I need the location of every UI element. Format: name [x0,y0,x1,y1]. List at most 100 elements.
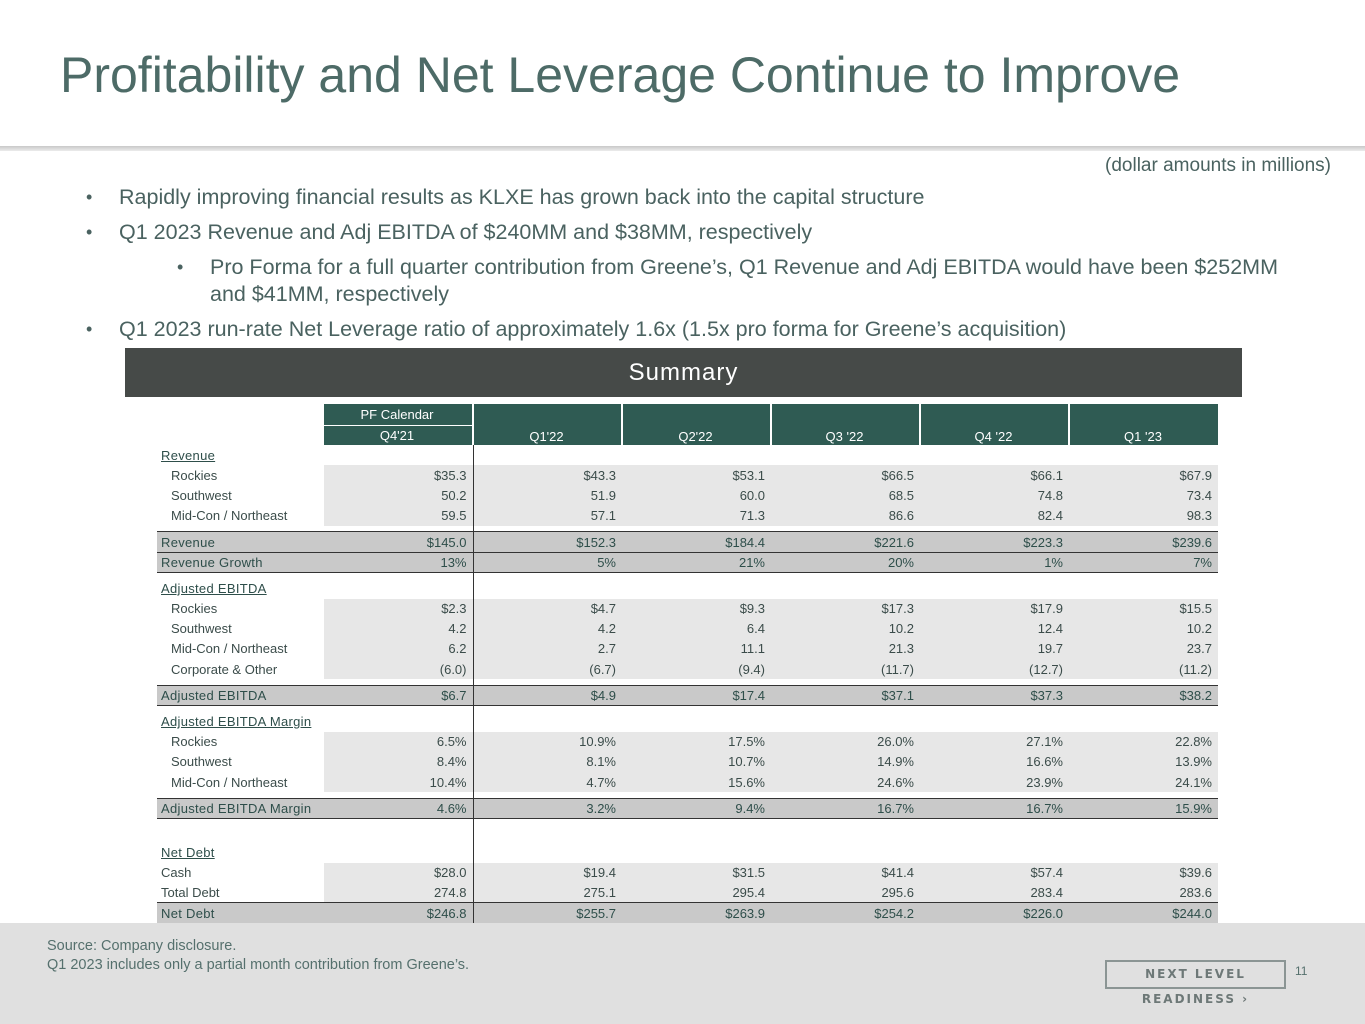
table-cell: $66.1 [920,465,1069,486]
table-cell: $17.4 [622,684,771,706]
bullet-item: • Q1 2023 Revenue and Adj EBITDA of $240… [86,219,1286,246]
table-cell [1069,578,1218,598]
section-title: Revenue [161,447,216,463]
table-cell: $6.7 [324,684,474,706]
table-cell: $43.3 [473,465,622,486]
bullet-text: Q1 2023 run-rate Net Leverage ratio of a… [119,317,1067,341]
table-row: Mid-Con / Northeast 59.5 57.1 71.3 86.6 82.4 9… [157,505,1218,526]
table-cell: $2.3 [324,598,474,619]
table-cell: $184.4 [622,531,771,553]
table-cell: $239.6 [1069,531,1218,553]
total-row: Adjusted EBITDA $6.7 $4.9 $17.4 $37.1 $37.3 $3… [157,684,1218,706]
table-cell: 7% [1069,551,1218,573]
total-row: Net Debt $246.8 $255.7 $263.9 $254.2 $226.0 $2… [157,902,1218,924]
table-cell: 23.7 [1069,638,1218,660]
table-cell: 23.9% [920,772,1069,793]
table-cell: 51.9 [473,485,622,506]
table-cell: 8.1% [473,751,622,772]
table-cell: (9.4) [622,659,771,680]
table-cell: 57.1 [473,505,622,526]
table-cell [473,842,622,862]
table-cell [622,578,771,598]
spacer-row [157,525,1218,532]
table-cell: 98.3 [1069,505,1218,526]
table-cell [622,711,771,731]
table-cell [622,842,771,862]
table-cell: 16.7% [920,797,1069,819]
table-cell: 8.4% [324,751,474,772]
bullet-symbol: • [86,222,93,242]
row-label: Rockies [171,734,218,750]
table-cell: $145.0 [324,531,474,553]
table-cell: 15.6% [622,772,771,793]
table-cell: 73.4 [1069,485,1218,506]
row-label: Mid-Con / Northeast [171,641,288,657]
row-label: Total Debt [161,885,220,901]
table-cell [771,578,920,598]
table-cell: 14.9% [771,751,920,772]
table-cell [473,711,622,731]
table-cell: $28.0 [324,862,474,883]
table-cell: 11.1 [622,638,771,660]
row-label: Mid-Con / Northeast [171,774,288,790]
table-cell: 1% [920,551,1069,573]
table-cell: 295.4 [622,882,771,903]
total-row: Revenue $145.0 $152.3 $184.4 $221.6 $223.3 $23… [157,531,1218,553]
section-title: Adjusted EBITDA Margin [161,714,312,730]
table-row: Corporate & Other (6.0) (6.7) (9.4) (11.7) (1… [157,659,1218,680]
table-row: Southwest 50.2 51.9 60.0 68.5 74.8 73.4 [157,485,1218,506]
table-cell: 15.9% [1069,797,1218,819]
table-cell [1069,445,1218,465]
row-label: Mid-Con / Northeast [171,508,288,524]
table-cell: 19.7 [920,638,1069,660]
column-header: Q1'22 [472,404,622,446]
table-cell: 4.7% [473,772,622,793]
table-cell: $255.7 [473,902,622,924]
table-cell: 26.0% [771,731,920,752]
sub-bullet-item: • Pro Forma for a full quarter contribut… [177,254,1286,308]
table-cell: 10.4% [324,772,474,793]
footer [0,923,1365,1024]
summary-header: Summary [125,348,1242,397]
source-note: Source: Company disclosure. Q1 2023 incl… [47,937,469,975]
table-cell: 6.4 [622,618,771,639]
table-cell: (6.7) [473,659,622,680]
table-cell: 16.7% [771,797,920,819]
table-cell: 4.6% [324,797,474,819]
table-cell: $37.1 [771,684,920,706]
table-cell: $67.9 [1069,465,1218,486]
table-cell: 22.8% [1069,731,1218,752]
table-cell: 21.3 [771,638,920,660]
table-cell: 21% [622,551,771,573]
table-cell: 6.2 [324,638,474,660]
table-cell: $17.9 [920,598,1069,619]
row-label: Rockies [171,601,218,617]
table-cell: 4.2 [324,618,474,639]
table-cell: $246.8 [324,902,474,924]
table-row: Rockies $35.3 $43.3 $53.1 $66.5 $66.1 $67.9 [157,465,1218,486]
row-label: Rockies [171,467,218,483]
spacer-row [157,679,1218,686]
table-cell: 9.4% [622,797,771,819]
table-cell: 59.5 [324,505,474,526]
row-label: Southwest [171,754,232,770]
spacer-row [157,572,1218,579]
table-cell: 50.2 [324,485,474,506]
row-label: Revenue [157,531,324,553]
table-cell: $9.3 [622,598,771,619]
table-cell [771,842,920,862]
table-row: Mid-Con / Northeast 10.4% 4.7% 15.6% 24.6% 23… [157,772,1218,793]
table-cell: 295.6 [771,882,920,903]
table-cell [771,445,920,465]
table-row: Rockies 6.5% 10.9% 17.5% 26.0% 27.1% 22.8% [157,731,1218,752]
total-row: Adjusted EBITDA Margin 4.6% 3.2% 9.4% 16.7% 1… [157,797,1218,819]
bullet-symbol: • [86,319,93,339]
table-cell: $4.7 [473,598,622,619]
table-cell [473,578,622,598]
table-cell: 10.2 [771,618,920,639]
table-cell: 71.3 [622,505,771,526]
table-cell: 10.2 [1069,618,1218,639]
table-cell: 2.7 [473,638,622,660]
table-cell: $226.0 [920,902,1069,924]
row-label: Adjusted EBITDA [157,684,324,706]
